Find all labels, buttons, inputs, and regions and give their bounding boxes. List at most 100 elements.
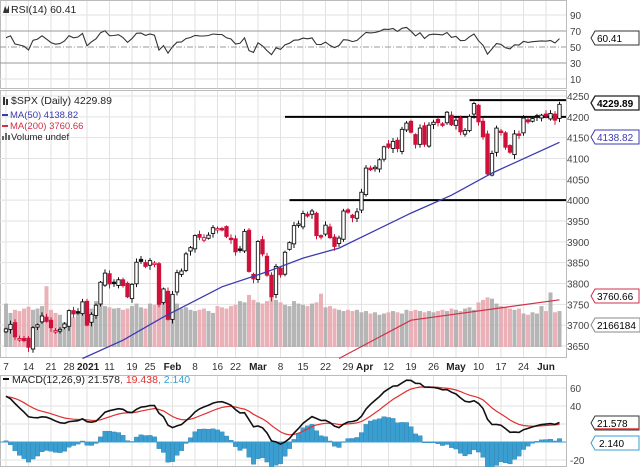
candle [147, 258, 153, 270]
candle [242, 228, 247, 254]
candle-body [192, 235, 198, 250]
volume-bar [364, 311, 368, 347]
candle [125, 281, 130, 299]
candle [48, 317, 54, 332]
candle [543, 110, 549, 119]
macd-value: MACD(12,26,9) 21.578 [12, 374, 120, 386]
candle-body [300, 213, 306, 228]
macd-histogram-bar [260, 441, 265, 459]
volume-bar [220, 307, 224, 347]
macd-histogram-bar [179, 441, 184, 451]
candle-body [476, 104, 481, 123]
candle [363, 165, 369, 197]
macd-histogram-bar [480, 441, 486, 458]
candle-body [125, 282, 130, 298]
candle-body [111, 281, 117, 285]
date-label: 21 [45, 362, 57, 373]
volume-bar [553, 312, 557, 347]
candle-body [39, 315, 45, 323]
macd-histogram-bar [206, 429, 211, 443]
date-label: 19 [126, 362, 138, 373]
macd-tick-label: 40 [570, 402, 582, 413]
ma50-legend-text: MA(50) 4138.82 [10, 110, 78, 121]
volume-bar [386, 312, 391, 347]
candle-body [71, 310, 76, 315]
candle [143, 259, 148, 269]
macd-hist-value: , 2.140 [158, 374, 190, 386]
volume-bar [94, 301, 98, 347]
candle [260, 235, 265, 257]
volume-bar [359, 312, 364, 347]
candle [548, 110, 553, 121]
volume-bar [490, 298, 494, 347]
candle-body [228, 237, 234, 241]
macd-histogram-bar [12, 441, 18, 452]
date-label: 8 [192, 362, 198, 373]
date-label: 17 [495, 362, 507, 373]
price-legend: $SPX (Daily) 4229.89 MA(50) 4138.82 MA(2… [2, 95, 112, 143]
candle-body [30, 327, 36, 350]
candle-body [341, 210, 346, 240]
macd-histogram-bar [381, 416, 387, 443]
volume-bar [40, 306, 44, 347]
candle-body [152, 262, 157, 266]
candle [71, 306, 76, 318]
candle-body [534, 115, 540, 118]
rsi-tick-label: 30 [570, 59, 582, 70]
date-label: 2021 [77, 362, 100, 373]
candle-body [8, 323, 13, 330]
candle-body [507, 145, 513, 153]
candle-body [521, 117, 526, 134]
candle [233, 235, 238, 256]
volume-bar [134, 303, 139, 347]
volume-bar [337, 309, 341, 347]
candle-body [548, 113, 553, 120]
candle-body [282, 251, 288, 275]
volume-bar [373, 312, 377, 347]
candle-body [363, 167, 369, 196]
macd-histogram-bar [458, 441, 463, 454]
candle [57, 327, 63, 334]
candle [300, 210, 306, 230]
candle-body [422, 125, 427, 145]
macd-histogram-bar [17, 441, 22, 456]
macd-histogram-bar [89, 441, 94, 446]
price-tick-label: 3800 [567, 280, 590, 291]
macd-histogram-bar [485, 441, 490, 467]
candle-body [309, 210, 315, 215]
candle [431, 119, 436, 130]
candle-body [327, 226, 333, 239]
macd-tick-label: 60 [570, 384, 582, 395]
candle-body [494, 127, 499, 153]
volume-bar [508, 308, 512, 347]
candle [107, 270, 112, 289]
volume-bar [283, 304, 287, 347]
candle [552, 111, 558, 125]
volume-bar [238, 301, 242, 347]
macd-histogram-bar [156, 441, 162, 449]
candle [228, 234, 234, 244]
macd-histogram-bar [138, 434, 144, 443]
candle [314, 211, 319, 240]
volume-bar [319, 293, 323, 347]
volume-bar [436, 311, 440, 347]
date-label: 11 [104, 362, 115, 373]
candle-body [44, 316, 49, 322]
price-tick-label: 4000 [567, 196, 590, 207]
candle-body [467, 115, 472, 132]
candle-body [485, 133, 490, 175]
candle-body [498, 130, 504, 133]
candle-body [143, 262, 148, 267]
candle [530, 116, 535, 123]
volume-bar [67, 319, 71, 347]
candle-body [287, 242, 292, 250]
date-label: 29 [342, 362, 354, 373]
candle [309, 208, 315, 219]
macd-histogram-bar [525, 441, 531, 447]
volume-bar [116, 307, 121, 347]
macd-histogram-bar [494, 441, 499, 466]
candle [480, 117, 486, 140]
volume-bar [485, 297, 490, 347]
candle [413, 133, 418, 149]
macd-histogram-bar [233, 441, 238, 447]
